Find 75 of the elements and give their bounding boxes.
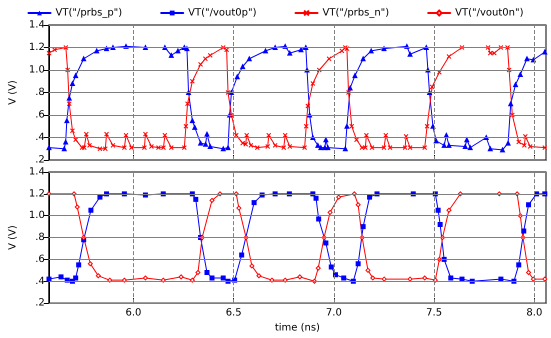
point — [252, 200, 257, 206]
y-tick-label: .8 — [35, 87, 45, 98]
y-tick-label: 1.2 — [28, 42, 45, 53]
point — [193, 196, 198, 202]
y-tick-label: 1.4 — [28, 20, 45, 30]
x-tick-label: 7.5 — [426, 308, 442, 319]
point — [58, 274, 64, 280]
y-tick-label: 1.0 — [28, 64, 45, 76]
point — [256, 273, 262, 278]
x-axis-title: time (ns) — [274, 322, 320, 334]
point — [516, 262, 522, 268]
x-tick-label: 7.0 — [326, 308, 342, 319]
point — [341, 275, 346, 280]
text: VT("/vout0n") — [455, 8, 524, 18]
point — [209, 198, 214, 203]
point — [360, 224, 366, 230]
y-tick-label: 1.0 — [28, 210, 45, 222]
y-tick-label: .6 — [35, 110, 45, 120]
point — [97, 194, 102, 200]
legend-label: VT("/prbs_n") — [322, 8, 390, 18]
point — [526, 270, 532, 276]
point — [521, 228, 526, 234]
point — [76, 262, 82, 268]
point — [356, 202, 361, 208]
point — [74, 204, 80, 210]
y-tick-label: .4 — [35, 276, 45, 287]
point — [220, 275, 226, 280]
y-tick-label: .2 — [35, 298, 45, 309]
point — [336, 194, 342, 200]
text: VT("/vout0p") — [188, 8, 257, 18]
y-tick-label: .8 — [35, 232, 45, 244]
legend-label: VT("/prbs_p") — [56, 8, 122, 18]
point — [88, 261, 93, 266]
y-tick-label: .2 — [35, 154, 45, 166]
point — [436, 208, 441, 213]
x-tick-label: 8.0 — [526, 308, 542, 319]
point — [142, 275, 148, 280]
point — [73, 275, 78, 280]
point — [448, 275, 454, 280]
point — [356, 261, 361, 266]
point — [526, 202, 532, 208]
y-tick-label: .6 — [35, 254, 45, 265]
y-tick-label: 1.4 — [28, 166, 45, 178]
point — [249, 263, 254, 268]
y-tick-label: 1.2 — [28, 188, 45, 200]
point — [323, 240, 328, 246]
point — [178, 274, 184, 280]
point — [195, 270, 200, 276]
point — [46, 276, 52, 282]
point — [88, 208, 94, 213]
point — [422, 275, 428, 280]
point — [236, 206, 242, 211]
point — [46, 191, 52, 196]
point — [209, 275, 214, 280]
y-tick-label: .4 — [35, 132, 45, 143]
x-tick-label: 6.5 — [226, 308, 242, 319]
point — [316, 266, 321, 271]
point — [328, 264, 334, 270]
point — [438, 222, 443, 227]
x-tick-label: 6.0 — [125, 308, 142, 319]
point — [328, 210, 333, 215]
point — [367, 194, 372, 200]
y-axis-title: V (V) — [8, 80, 18, 105]
point — [316, 216, 322, 222]
y-axis-title: V (V) — [8, 225, 18, 250]
point — [370, 275, 376, 280]
point — [365, 268, 370, 273]
point — [96, 273, 101, 278]
point — [332, 272, 338, 278]
point — [542, 191, 548, 196]
point — [204, 270, 210, 276]
point — [239, 252, 244, 258]
point — [314, 196, 319, 201]
point — [297, 274, 302, 280]
point — [446, 208, 452, 213]
